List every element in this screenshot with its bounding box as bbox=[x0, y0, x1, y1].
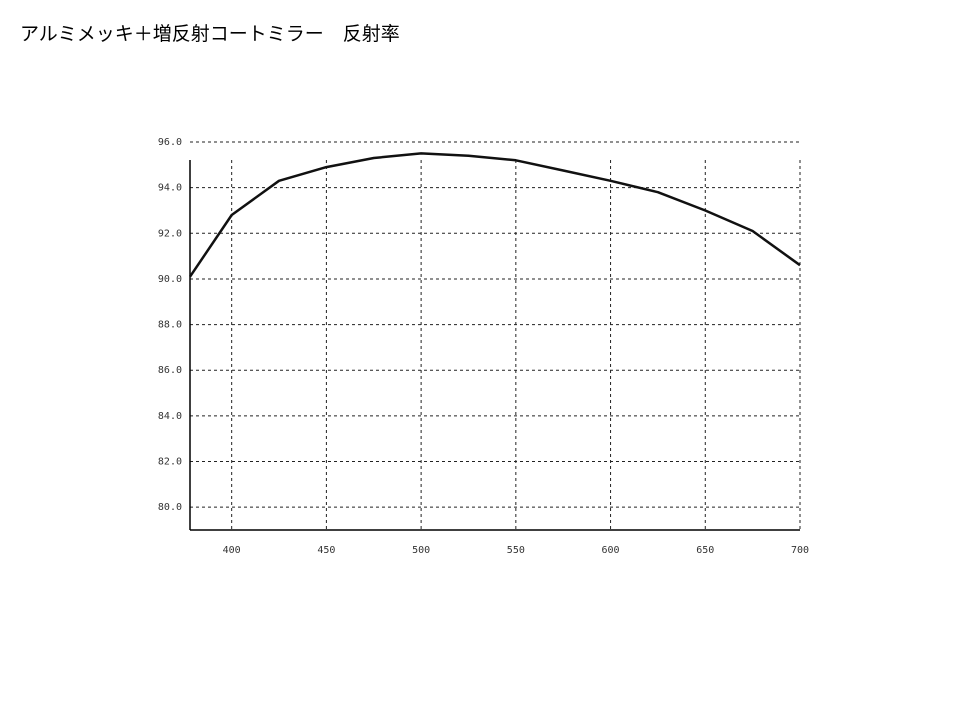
x-tick-label: 450 bbox=[317, 545, 335, 556]
x-tick-label: 550 bbox=[507, 545, 525, 556]
y-tick-label: 84.0 bbox=[158, 411, 182, 422]
y-tick-label: 88.0 bbox=[158, 320, 182, 331]
y-tick-label: 82.0 bbox=[158, 457, 182, 468]
y-tick-label: 80.0 bbox=[158, 502, 182, 513]
x-tick-label: 400 bbox=[223, 545, 241, 556]
y-tick-label: 94.0 bbox=[158, 183, 182, 194]
y-tick-label: 86.0 bbox=[158, 365, 182, 376]
y-tick-label: 96.0 bbox=[158, 137, 182, 148]
chart-title: アルミメッキ＋増反射コートミラー 反射率 bbox=[20, 23, 400, 45]
x-tick-label: 700 bbox=[791, 545, 809, 556]
y-tick-label: 90.0 bbox=[158, 274, 182, 285]
data-line bbox=[188, 152, 801, 278]
x-tick-label: 650 bbox=[696, 545, 714, 556]
x-tick-label: 500 bbox=[412, 545, 430, 556]
y-tick-label: 92.0 bbox=[158, 228, 182, 239]
x-tick-label: 600 bbox=[602, 545, 620, 556]
